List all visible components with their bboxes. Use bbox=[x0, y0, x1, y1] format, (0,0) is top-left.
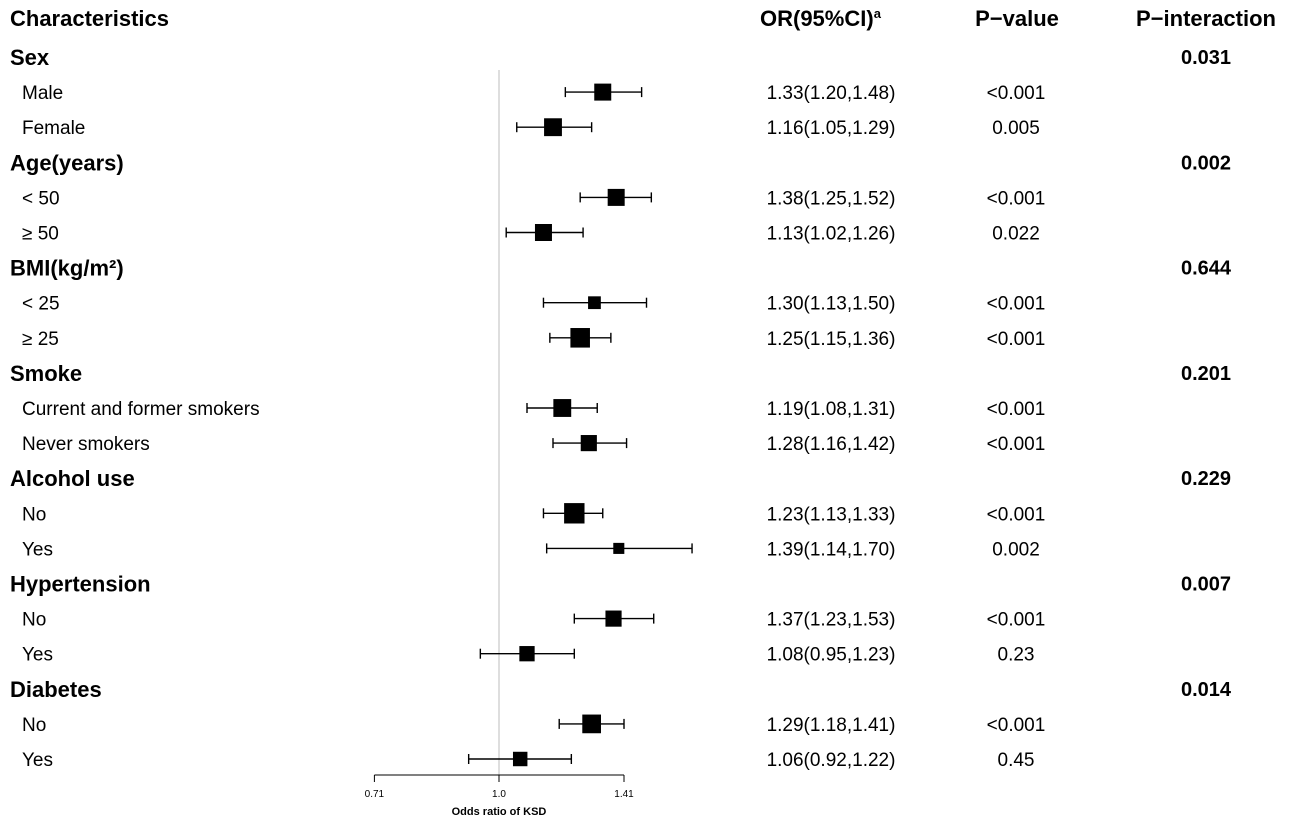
point-estimate-marker bbox=[570, 328, 590, 348]
p-value-text: 0.45 bbox=[998, 750, 1035, 771]
subgroup-label: No bbox=[22, 715, 46, 736]
table-rows: Sex 0.031 Male 1.33(1.20,1.48) <0.001 Female 1… bbox=[10, 45, 1232, 771]
point-estimate-marker bbox=[580, 435, 597, 452]
subgroup-label: Current and former smokers bbox=[22, 399, 260, 420]
header-or: OR(95%CI)a bbox=[760, 6, 882, 31]
group-label: Age(years) bbox=[10, 150, 124, 175]
p-value-text: 0.022 bbox=[992, 224, 1040, 245]
subgroup-label: < 25 bbox=[22, 294, 60, 315]
or-ci-text: 1.29(1.18,1.41) bbox=[767, 715, 896, 736]
p-interaction-value: 0.229 bbox=[1181, 468, 1231, 490]
subgroup-label: ≥ 25 bbox=[22, 329, 59, 350]
subgroup-label: Yes bbox=[22, 645, 53, 666]
p-value-text: <0.001 bbox=[987, 434, 1046, 455]
point-estimate-marker bbox=[553, 399, 572, 417]
subgroup-label: Female bbox=[22, 118, 85, 139]
x-axis: 0.71 1.0 1.41 Odds ratio of KSD bbox=[365, 774, 634, 818]
p-value-text: <0.001 bbox=[987, 715, 1046, 736]
subgroup-label: Yes bbox=[22, 539, 53, 560]
subgroup-label: No bbox=[22, 504, 46, 525]
point-estimate-marker bbox=[534, 224, 552, 241]
group-label: Hypertension bbox=[10, 572, 151, 597]
or-ci-text: 1.37(1.23,1.53) bbox=[767, 610, 896, 631]
p-interaction-value: 0.014 bbox=[1181, 679, 1232, 701]
p-interaction-value: 0.002 bbox=[1181, 152, 1231, 174]
point-estimate-marker bbox=[544, 118, 562, 137]
subgroup-label: Never smokers bbox=[22, 434, 150, 455]
point-estimate-marker bbox=[588, 296, 601, 310]
p-value-text: <0.001 bbox=[987, 294, 1046, 315]
header-pvalue: P−value bbox=[975, 6, 1059, 31]
p-interaction-value: 0.031 bbox=[1181, 47, 1231, 69]
subgroup-label: ≥ 50 bbox=[22, 224, 59, 245]
p-value-text: <0.001 bbox=[987, 399, 1046, 420]
forest-marks bbox=[467, 70, 693, 775]
point-estimate-marker bbox=[512, 751, 528, 767]
header-characteristics: Characteristics bbox=[10, 6, 169, 31]
subgroup-label: Male bbox=[22, 83, 63, 104]
x-axis-label: Odds ratio of KSD bbox=[452, 806, 547, 818]
header-pinteraction: P−interaction bbox=[1136, 6, 1276, 31]
p-interaction-value: 0.644 bbox=[1181, 258, 1232, 280]
p-value-text: <0.001 bbox=[987, 504, 1046, 525]
point-estimate-marker bbox=[582, 714, 601, 734]
x-tick-label: 1.0 bbox=[492, 789, 506, 800]
point-estimate-marker bbox=[613, 542, 625, 554]
or-ci-text: 1.38(1.25,1.52) bbox=[767, 188, 896, 209]
group-label: Alcohol use bbox=[10, 466, 135, 491]
point-estimate-marker bbox=[564, 503, 585, 524]
p-value-text: <0.001 bbox=[987, 188, 1046, 209]
p-interaction-value: 0.007 bbox=[1181, 574, 1231, 596]
point-estimate-marker bbox=[605, 610, 622, 627]
subgroup-label: Yes bbox=[22, 750, 53, 771]
x-tick-label: 0.71 bbox=[365, 789, 385, 800]
group-label: Diabetes bbox=[10, 677, 102, 702]
subgroup-label: No bbox=[22, 610, 46, 631]
x-tick-label: 1.41 bbox=[614, 789, 634, 800]
p-value-text: <0.001 bbox=[987, 329, 1046, 350]
p-value-text: <0.001 bbox=[987, 83, 1046, 104]
or-ci-text: 1.28(1.16,1.42) bbox=[767, 434, 896, 455]
point-estimate-marker bbox=[607, 188, 625, 206]
header-or-superscript: a bbox=[874, 6, 882, 21]
or-ci-text: 1.19(1.08,1.31) bbox=[767, 399, 896, 420]
or-ci-text: 1.23(1.13,1.33) bbox=[767, 504, 896, 525]
or-ci-text: 1.39(1.14,1.70) bbox=[767, 539, 896, 560]
subgroup-label: < 50 bbox=[22, 188, 60, 209]
p-value-text: 0.002 bbox=[992, 539, 1040, 560]
or-ci-text: 1.30(1.13,1.50) bbox=[767, 294, 896, 315]
or-ci-text: 1.06(0.92,1.22) bbox=[767, 750, 896, 771]
or-ci-text: 1.13(1.02,1.26) bbox=[767, 224, 896, 245]
p-value-text: <0.001 bbox=[987, 610, 1046, 631]
or-ci-text: 1.25(1.15,1.36) bbox=[767, 329, 896, 350]
or-ci-text: 1.08(0.95,1.23) bbox=[767, 645, 896, 666]
or-ci-text: 1.33(1.20,1.48) bbox=[767, 83, 896, 104]
p-interaction-value: 0.201 bbox=[1181, 363, 1231, 385]
point-estimate-marker bbox=[594, 83, 612, 101]
or-ci-text: 1.16(1.05,1.29) bbox=[767, 118, 896, 139]
header-or-text: OR(95%CI) bbox=[760, 6, 874, 31]
group-label: Smoke bbox=[10, 361, 82, 386]
point-estimate-marker bbox=[519, 646, 535, 662]
p-value-text: 0.005 bbox=[992, 118, 1040, 139]
group-label: BMI(kg/m²) bbox=[10, 256, 124, 281]
group-label: Sex bbox=[10, 45, 50, 70]
p-value-text: 0.23 bbox=[998, 645, 1035, 666]
